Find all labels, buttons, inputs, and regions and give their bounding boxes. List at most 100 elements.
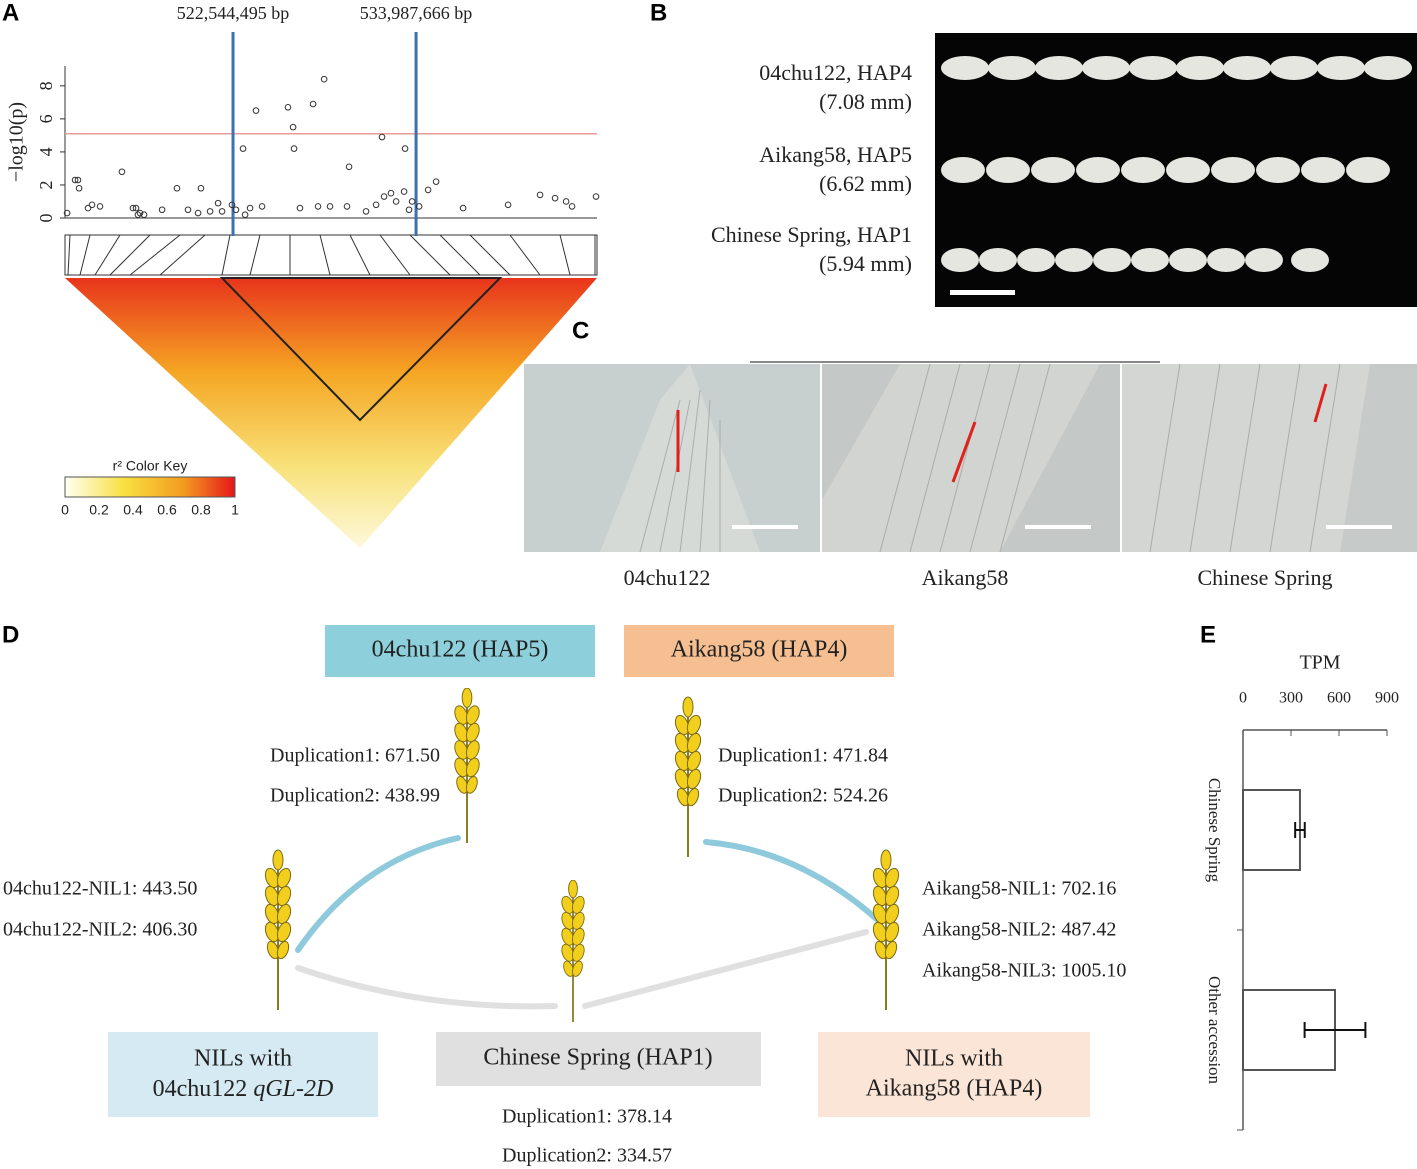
snp-point xyxy=(129,204,137,212)
box-label-part: 04chu122 xyxy=(153,1076,248,1102)
snp-map xyxy=(64,234,598,276)
y-tick-label: 6 xyxy=(36,114,56,123)
color-key-tick: 0.4 xyxy=(123,502,143,518)
snp-point xyxy=(252,107,260,114)
box xyxy=(108,1032,378,1117)
annotation: Aikang58-NIL1: 702.16 xyxy=(922,878,1116,900)
box-label: Chinese Spring (HAP1) xyxy=(483,1045,712,1071)
wheat-icon xyxy=(671,695,705,859)
snp-point xyxy=(372,201,380,209)
annotation: Duplication1: 671.50 xyxy=(270,745,440,767)
y-tick-label: 8 xyxy=(36,81,56,90)
snp-point xyxy=(228,201,236,209)
grain-length: (5.94 mm) xyxy=(819,251,912,276)
snp-point xyxy=(74,176,82,184)
annotation: Duplication2: 334.57 xyxy=(502,1145,672,1167)
snp-point xyxy=(206,208,214,215)
box-label: NILs with xyxy=(905,1046,1003,1072)
snp-point xyxy=(289,123,297,131)
snp-point xyxy=(392,198,400,205)
snp-point xyxy=(320,75,328,83)
wheat-icon xyxy=(558,880,588,1022)
wheat-icon xyxy=(261,848,295,1012)
snp-point xyxy=(241,211,249,218)
x-tick-label: 0 xyxy=(1239,690,1247,707)
annotation: 04chu122-NIL1: 443.50 xyxy=(3,878,197,900)
color-key-tick: 0.6 xyxy=(157,502,177,518)
color-key-tick: 0.2 xyxy=(89,502,109,518)
grain-label: 04chu122, HAP4 xyxy=(759,60,912,85)
annotation: Duplication2: 438.99 xyxy=(270,785,440,807)
snp-point xyxy=(258,203,266,210)
snp-point xyxy=(184,206,192,214)
panel-label: C xyxy=(572,317,589,344)
x-tick-label: 600 xyxy=(1327,690,1351,707)
snp-point xyxy=(88,201,96,209)
snp-point xyxy=(218,208,226,215)
snp-point xyxy=(362,208,370,215)
box xyxy=(436,1032,761,1086)
snp-point xyxy=(380,193,388,200)
snp-point xyxy=(387,189,395,197)
y-tick-label: 0 xyxy=(36,214,56,223)
crossing-arrows xyxy=(295,835,883,1010)
color-key-tick: 0 xyxy=(61,502,69,518)
grain-length: (7.08 mm) xyxy=(819,89,912,114)
annotation: Duplication1: 378.14 xyxy=(502,1106,672,1128)
panel-label: D xyxy=(2,621,19,648)
snp-point xyxy=(326,203,334,210)
snp-point xyxy=(424,186,432,194)
y-tick-label: 4 xyxy=(36,147,56,156)
snp-point xyxy=(568,203,576,210)
snp-point xyxy=(401,145,409,152)
color-key-tick: 1 xyxy=(231,502,239,518)
grain-label: Aikang58, HAP5 xyxy=(759,142,912,167)
box xyxy=(818,1032,1090,1117)
wheat-icon xyxy=(451,688,483,843)
color-key-title: r² Color Key xyxy=(113,458,188,474)
boundary-label: 522,544,495 bp xyxy=(177,3,290,23)
snp-point xyxy=(197,184,205,192)
snp-point xyxy=(214,199,222,207)
snp-point xyxy=(284,104,292,111)
snp-point xyxy=(405,206,413,214)
annotation: Duplication2: 524.26 xyxy=(718,785,888,807)
category-label: Other accession xyxy=(1205,976,1224,1085)
box-label: Aikang58 (HAP4) xyxy=(866,1076,1043,1102)
snp-point xyxy=(84,204,92,212)
snp-point xyxy=(432,178,440,185)
snp-point xyxy=(296,204,304,212)
y-axis-label: −log10(p) xyxy=(6,102,28,182)
snp-point xyxy=(408,198,416,205)
snp-point xyxy=(63,209,71,217)
snp-point xyxy=(345,163,353,171)
x-axis-label: TPM xyxy=(1299,652,1340,674)
snp-point xyxy=(504,201,512,209)
snp-point xyxy=(232,206,240,214)
panel-label: A xyxy=(2,0,19,26)
snp-point xyxy=(140,211,148,218)
ld-heatmap xyxy=(65,278,597,548)
box-label: 04chu122 (HAP5) xyxy=(372,637,549,663)
annotation: Duplication1: 471.84 xyxy=(718,745,888,767)
snp-point xyxy=(459,204,467,212)
snp-point xyxy=(132,204,140,212)
grain-label: Chinese Spring, HAP1 xyxy=(711,222,912,247)
x-tick-label: 900 xyxy=(1375,690,1399,707)
snp-point xyxy=(343,203,351,210)
y-tick-label: 2 xyxy=(36,180,56,189)
snp-point xyxy=(400,188,408,195)
annotation: Aikang58-NIL3: 1005.10 xyxy=(922,960,1126,982)
x-tick-label: 300 xyxy=(1279,690,1303,707)
micrographs xyxy=(524,363,1417,553)
panel-label: B xyxy=(650,0,667,26)
scale-bar xyxy=(950,290,1015,295)
snp-point xyxy=(173,184,181,192)
grain-length: (6.62 mm) xyxy=(819,171,912,196)
snp-point xyxy=(592,193,600,200)
bar xyxy=(1242,789,1301,871)
category-label: Chinese Spring xyxy=(1205,778,1224,883)
snp-point xyxy=(314,203,322,210)
snp-point xyxy=(378,133,386,141)
